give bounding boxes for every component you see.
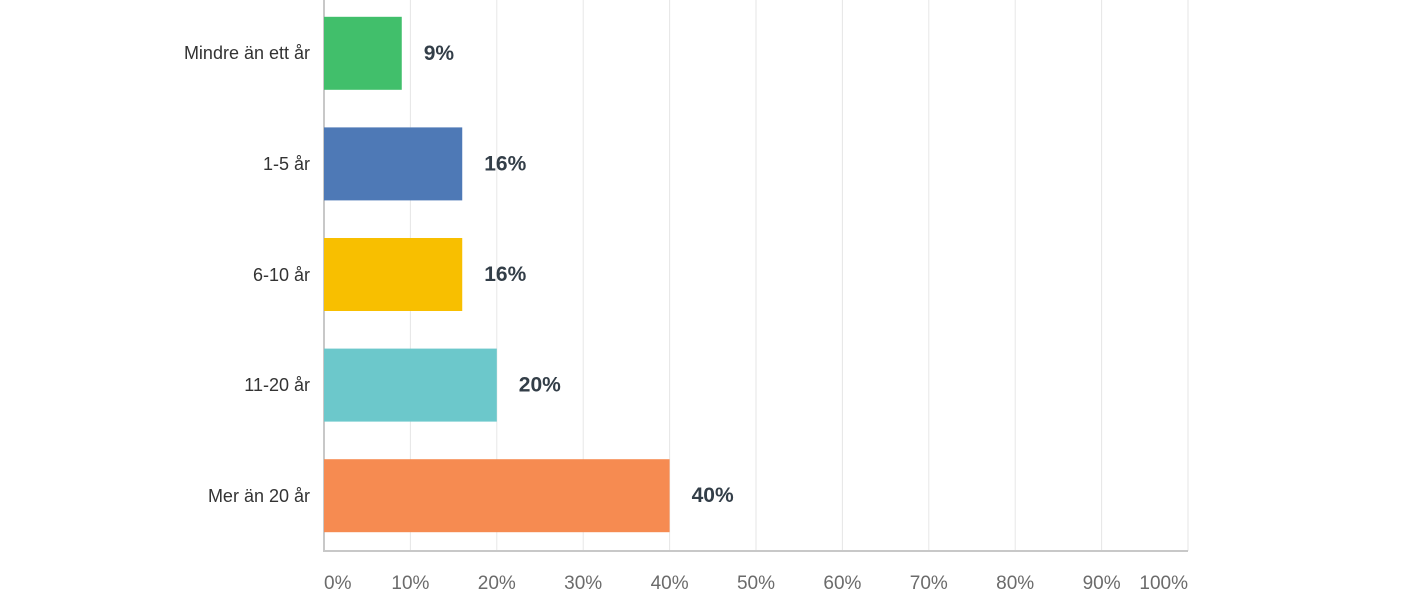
x-tick-label: 50% — [737, 573, 775, 594]
bar — [324, 348, 497, 422]
x-tick-label: 100% — [1139, 573, 1188, 594]
x-tick-label: 90% — [1083, 573, 1121, 594]
x-tick-label: 40% — [651, 573, 689, 594]
x-tick-label: 70% — [910, 573, 948, 594]
bar — [324, 16, 402, 90]
value-label: 20% — [519, 374, 561, 397]
bar — [324, 459, 670, 533]
value-label: 16% — [484, 152, 526, 175]
y-tick-label: Mer än 20 år — [207, 485, 310, 506]
x-tick-label: 0% — [324, 573, 352, 594]
value-label: 40% — [692, 484, 734, 507]
y-tick-label: Mindre än ett år — [183, 43, 310, 64]
x-tick-label: 10% — [391, 573, 429, 594]
y-tick-label: 6-10 år — [252, 264, 310, 285]
x-tick-label: 60% — [823, 573, 861, 594]
x-tick-label: 80% — [996, 573, 1034, 594]
value-label: 16% — [484, 263, 526, 286]
bar — [324, 127, 463, 201]
bar — [324, 238, 463, 311]
y-tick-label: 1-5 år — [262, 153, 310, 174]
y-tick-label: 11-20 år — [244, 375, 310, 396]
value-label: 9% — [424, 42, 455, 65]
x-tick-label: 30% — [564, 573, 602, 594]
x-tick-label: 20% — [478, 573, 516, 594]
